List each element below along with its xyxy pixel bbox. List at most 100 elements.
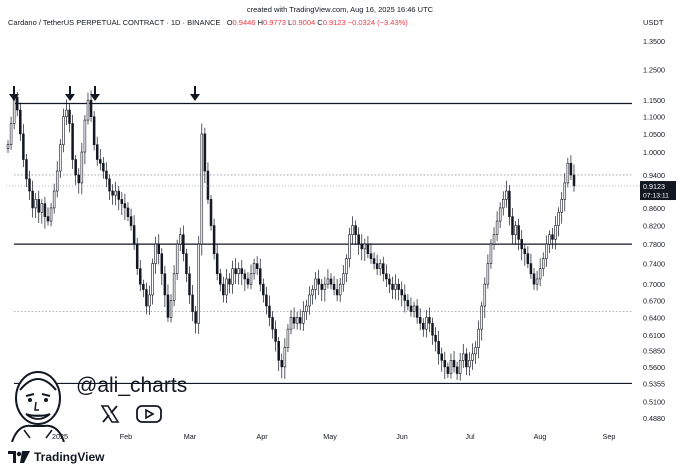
candle-body — [388, 278, 391, 285]
y-tick-label: 1.1000 — [643, 113, 665, 122]
candle-body — [86, 99, 90, 121]
candle-body — [108, 178, 111, 192]
author-branding: @ali_charts — [8, 360, 208, 445]
candle-body — [357, 234, 360, 245]
candle-body — [151, 263, 154, 296]
candle-body — [462, 353, 465, 361]
ohlc-low: 0.9004 — [292, 18, 316, 27]
y-tick-label: 0.7000 — [643, 280, 665, 289]
y-tick-label: 0.4880 — [643, 414, 665, 423]
candle-body — [240, 268, 244, 275]
candle-body — [394, 283, 397, 290]
candle-body — [443, 360, 447, 368]
candle-body — [185, 253, 188, 275]
candle-body — [554, 225, 557, 240]
candle-body — [372, 258, 376, 264]
candle-body — [222, 283, 225, 296]
candle-body — [15, 96, 19, 111]
created-caption: created with TradingView.com, Aug 16, 20… — [246, 5, 434, 14]
avatar-icon — [11, 371, 65, 443]
high-arrow-head-0 — [9, 94, 19, 101]
candle-body — [458, 360, 462, 374]
candle-body — [425, 317, 428, 330]
candle-body — [538, 268, 542, 280]
candle-body — [415, 305, 419, 318]
candle-body — [99, 159, 102, 164]
x-tick-label: 2025 — [52, 432, 68, 441]
y-tick-label: 0.7400 — [643, 260, 665, 269]
high-arrow-head-3 — [190, 94, 200, 101]
candle-body — [52, 190, 56, 209]
candle-body — [560, 199, 563, 213]
candle-body — [382, 263, 385, 275]
candle-body — [332, 283, 336, 290]
candle-body — [385, 273, 388, 280]
candle-body — [335, 289, 339, 296]
ohlc-change: −0.0324 (−3.43%) — [347, 18, 408, 27]
candle-body — [25, 159, 28, 180]
candle-body — [292, 317, 296, 324]
candle-body — [166, 294, 170, 318]
candle-body — [212, 225, 216, 255]
candle-body — [397, 283, 400, 290]
candle-body — [271, 317, 274, 330]
high-arrow-head-2 — [90, 94, 100, 101]
candle-body — [252, 263, 256, 275]
candle-body — [495, 220, 499, 236]
candle-body — [320, 283, 324, 290]
candle-body — [243, 273, 247, 280]
candle-body — [74, 159, 77, 176]
candle-body — [9, 123, 13, 145]
candle-body — [237, 268, 240, 275]
candle-body — [163, 273, 167, 296]
candle-body — [179, 234, 182, 245]
candle-body — [551, 234, 554, 240]
candle-body — [55, 170, 59, 192]
candle-body — [274, 328, 277, 342]
y-tick-label: 0.9400 — [643, 171, 665, 180]
candle-body — [228, 278, 231, 285]
candle-body — [541, 258, 545, 269]
candle-body — [83, 119, 87, 153]
candle-body — [474, 347, 477, 355]
candle-body — [400, 289, 403, 296]
author-handle: @ali_charts — [76, 374, 188, 397]
candle-body — [258, 268, 262, 285]
candle-body — [105, 170, 108, 180]
candle-body — [311, 289, 314, 296]
candle-body — [535, 278, 539, 285]
candle-body — [218, 273, 222, 285]
y-tick-label: 1.0500 — [643, 130, 665, 139]
candle-body — [511, 216, 514, 236]
candle-body — [505, 190, 508, 200]
candle-body — [354, 225, 357, 236]
candle-body — [391, 283, 394, 290]
candle-body — [360, 243, 364, 250]
candle-body — [283, 347, 287, 368]
ohlc-open: 0.9446 — [232, 18, 256, 27]
candle-body — [363, 243, 367, 250]
candle-body — [142, 283, 145, 290]
candle-body — [43, 203, 47, 217]
candle-body — [114, 190, 117, 196]
candle-body — [209, 199, 213, 226]
candle-body — [40, 203, 44, 213]
candle-body — [246, 278, 250, 285]
candle-body — [117, 190, 120, 200]
tradingview-logo-text: TradingView — [34, 450, 105, 464]
candle-body — [418, 317, 422, 324]
candle-body — [434, 334, 437, 342]
candle-body — [422, 322, 425, 330]
x-tick-label: Jun — [396, 432, 408, 441]
candle-body — [440, 353, 443, 361]
candle-body — [46, 216, 50, 222]
candle-body — [145, 289, 148, 307]
candle-body — [314, 278, 317, 290]
candle-body — [280, 360, 284, 368]
candle-body — [19, 109, 22, 135]
ohlc-high: 0.9773 — [263, 18, 286, 27]
candle-body — [194, 311, 197, 324]
candle-body — [326, 278, 330, 285]
candle-body — [483, 283, 487, 307]
